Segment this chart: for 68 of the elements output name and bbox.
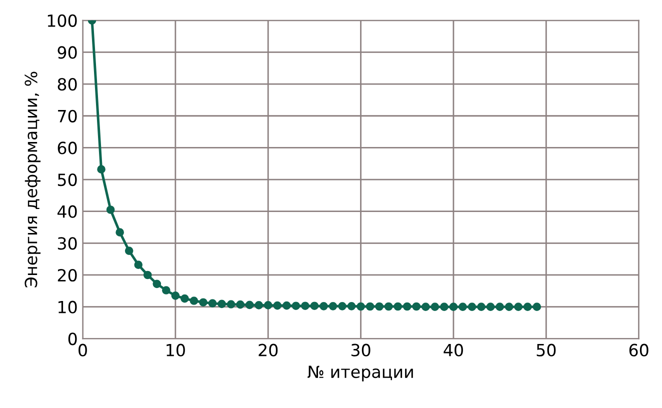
y-tick-label: 50 — [58, 173, 77, 186]
y-tick-label: 0 — [68, 332, 77, 346]
y-tick-label: 90 — [58, 46, 77, 59]
point — [402, 302, 412, 311]
point — [496, 302, 504, 311]
y-tick-label: 80 — [58, 78, 77, 91]
point — [328, 302, 338, 310]
y-axis-title: Энергия деформации, % — [24, 72, 41, 288]
point — [143, 270, 152, 280]
point — [180, 294, 189, 303]
point — [449, 302, 458, 311]
point — [301, 302, 310, 310]
x-tick-label: 20 — [258, 344, 278, 356]
point — [124, 246, 134, 255]
point — [282, 301, 291, 310]
point — [273, 301, 282, 310]
y-tick-label: 20 — [58, 268, 77, 282]
point — [218, 300, 226, 308]
y-tick-label: 40 — [57, 205, 77, 218]
point — [208, 299, 217, 308]
point — [116, 228, 124, 237]
point — [347, 302, 356, 310]
x-tick-label: 60 — [629, 344, 648, 356]
point — [254, 301, 264, 310]
point — [190, 296, 198, 305]
point — [375, 302, 384, 311]
y-tick-label: 100 — [48, 14, 77, 27]
point — [468, 302, 476, 311]
y-tick-label: 10 — [58, 300, 77, 314]
point — [236, 300, 244, 309]
point — [458, 302, 467, 311]
point — [440, 302, 448, 311]
y-tick-label: 60 — [58, 142, 77, 154]
point — [532, 302, 542, 311]
x-tick-label: 10 — [166, 344, 185, 356]
point — [310, 302, 319, 310]
point — [504, 302, 514, 311]
point — [430, 302, 440, 311]
point — [292, 302, 300, 310]
point — [422, 302, 430, 311]
point — [338, 302, 346, 310]
point — [320, 302, 328, 310]
y-tick-label: 70 — [58, 110, 77, 122]
point — [134, 260, 143, 269]
point — [394, 302, 402, 311]
point — [412, 302, 421, 311]
point — [366, 302, 374, 311]
point — [477, 302, 486, 311]
point — [264, 301, 272, 310]
x-tick-label: 50 — [536, 344, 556, 356]
point — [514, 302, 523, 311]
x-tick-label: 0 — [78, 344, 87, 356]
point — [97, 165, 106, 174]
x-tick-label: 40 — [444, 344, 463, 356]
point — [245, 300, 254, 310]
x-tick-label: 30 — [351, 344, 370, 356]
point — [162, 286, 170, 294]
point — [486, 302, 495, 311]
point — [384, 302, 393, 311]
point — [523, 302, 532, 311]
point — [171, 292, 180, 300]
point — [152, 280, 162, 288]
point — [199, 298, 208, 307]
y-tick-label: 30 — [58, 237, 77, 250]
point — [356, 302, 365, 311]
point — [106, 206, 115, 214]
point — [226, 300, 236, 308]
x-axis-title: № итерации — [308, 366, 413, 382]
